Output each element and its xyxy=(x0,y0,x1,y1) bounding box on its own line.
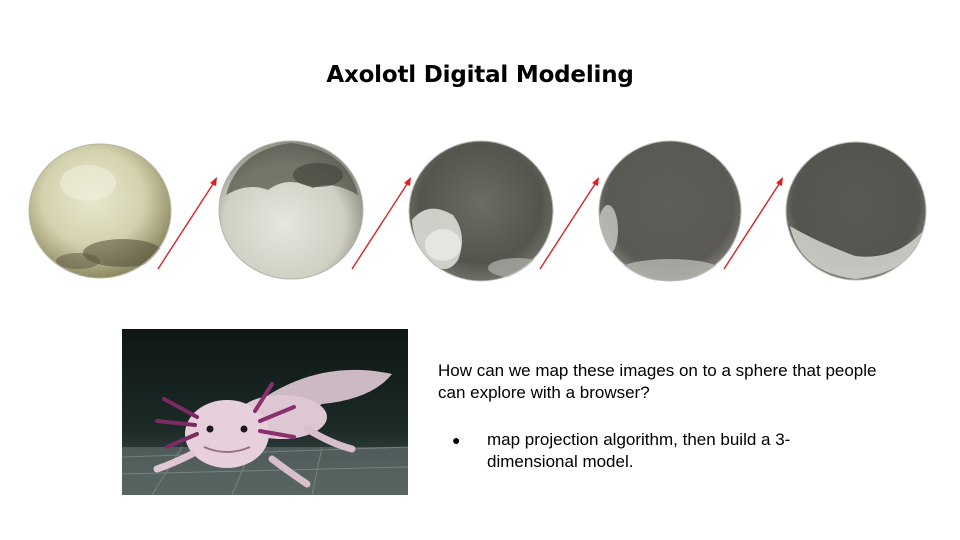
embryo-image-stage-2 xyxy=(218,140,364,280)
embryo-image-stage-3 xyxy=(408,140,554,282)
arrow-icon xyxy=(351,177,411,270)
bullet-text: map projection algorithm, then build a 3… xyxy=(487,430,791,471)
embryo-image-stage-4 xyxy=(598,140,742,282)
arrow-icon xyxy=(157,177,217,270)
embryo-image-stage-5 xyxy=(785,141,927,281)
slide-title: Axolotl Digital Modeling xyxy=(326,62,634,88)
slide-question-text: How can we map these images on to a sphe… xyxy=(438,361,877,402)
axolotl-photo xyxy=(122,329,408,495)
embryo-image-stage-1 xyxy=(28,143,172,279)
bullet-dot-icon: ● xyxy=(452,432,461,448)
arrow-icon xyxy=(539,177,599,270)
arrow-icon xyxy=(723,177,783,270)
